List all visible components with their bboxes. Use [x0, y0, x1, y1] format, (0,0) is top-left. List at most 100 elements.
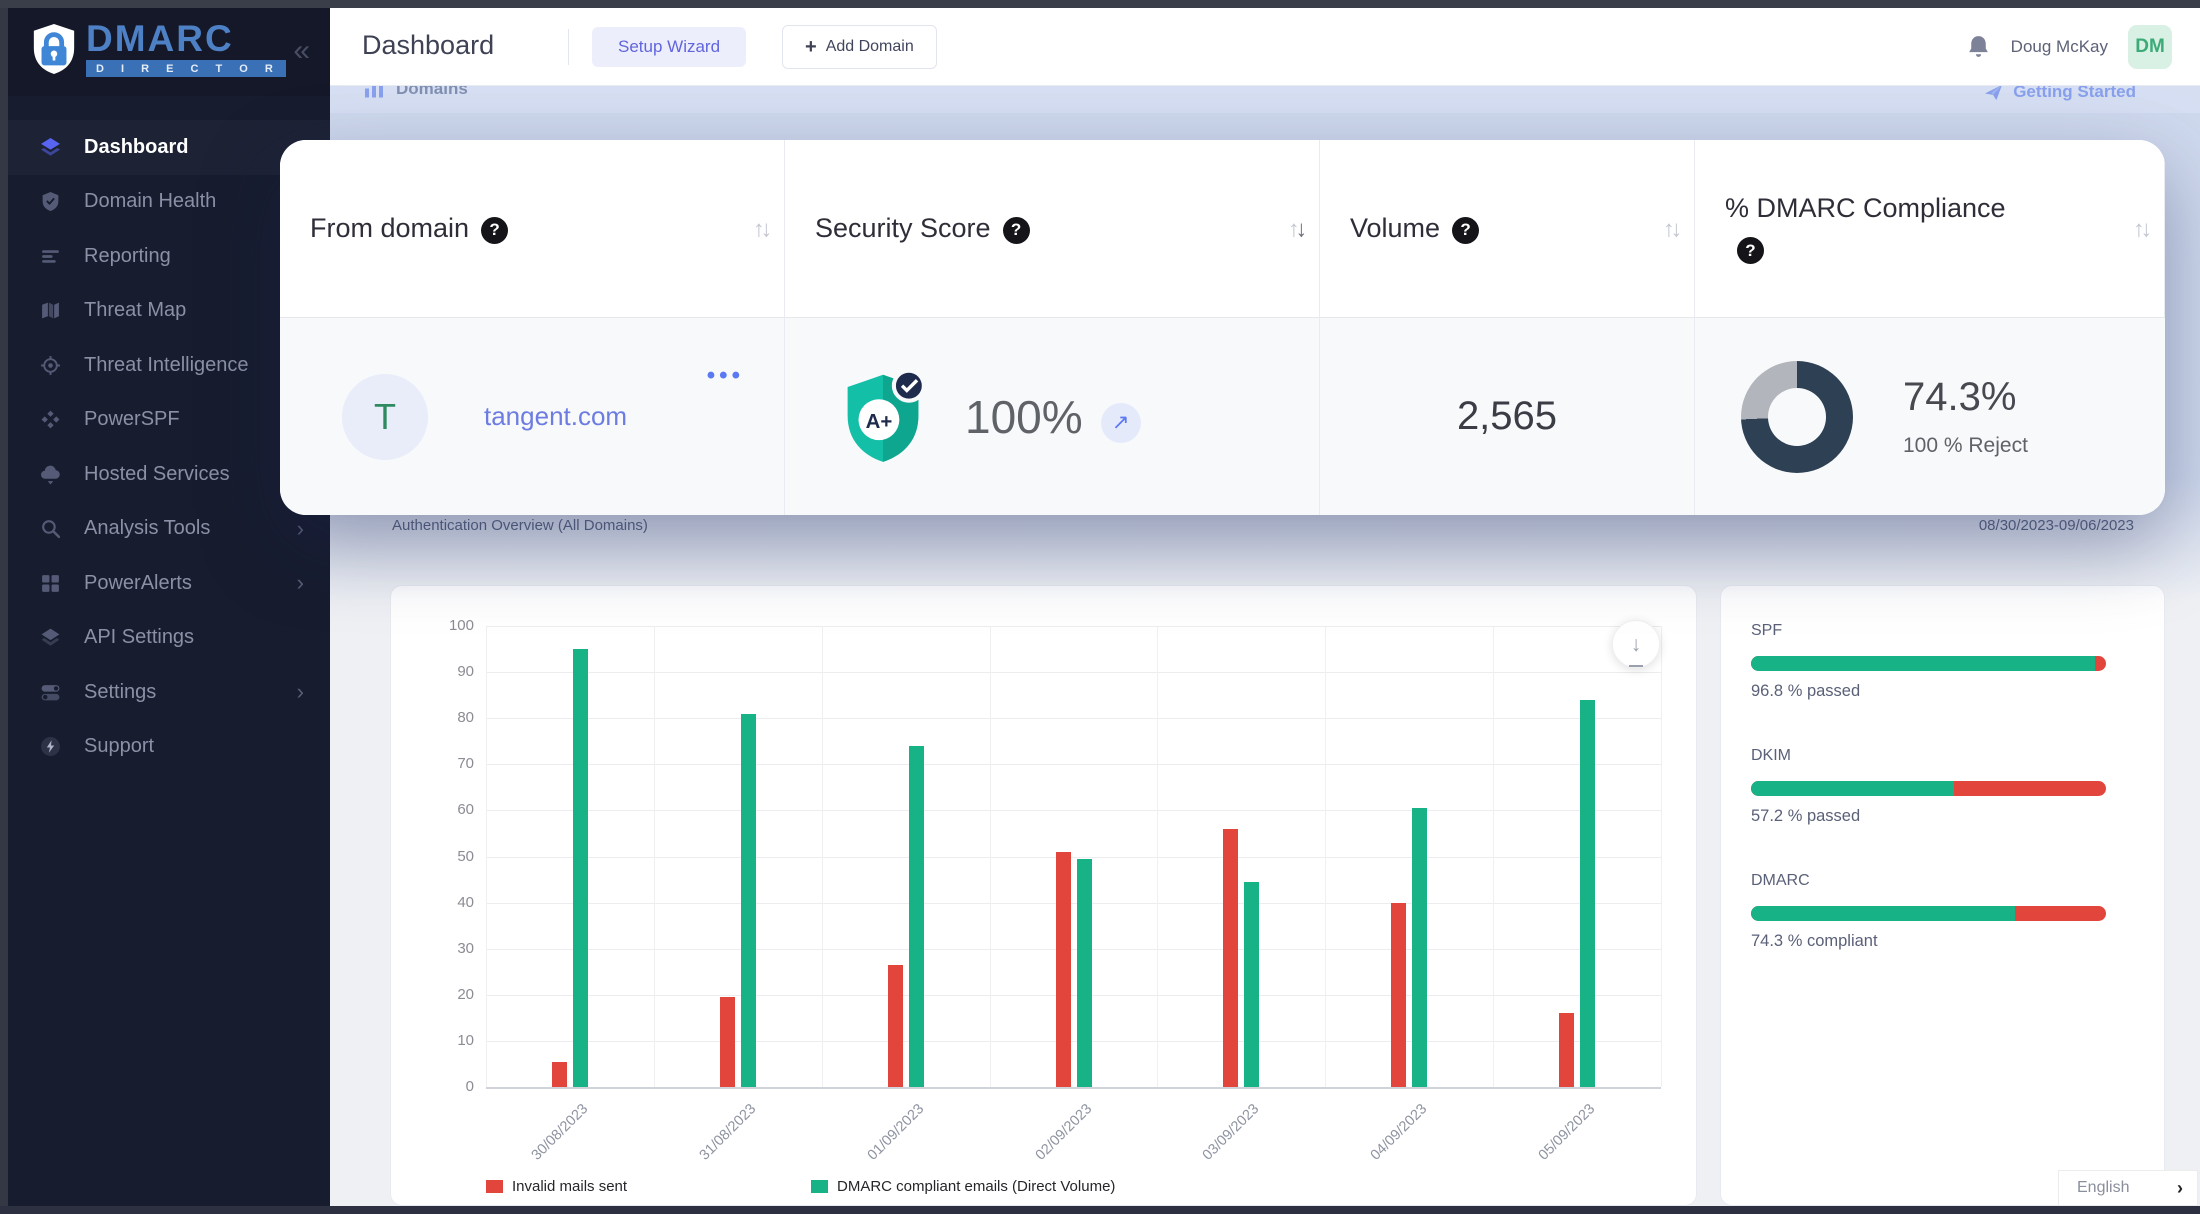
gridline	[1493, 626, 1495, 1087]
sidebar-item-label: Analysis Tools	[84, 517, 211, 540]
sidebar: DMARC D I R E C T O R « Dashboard Domain …	[8, 8, 330, 1206]
plus-icon: +	[805, 35, 817, 58]
metric-progress-bar	[1751, 656, 2106, 671]
gridline	[1325, 626, 1327, 1087]
sort-icon[interactable]: ↑↓	[1288, 215, 1307, 241]
sidebar-item-label: Threat Map	[84, 299, 187, 322]
topbar-divider	[568, 29, 569, 65]
metric-dkim: DKIM 57.2 % passed	[1751, 747, 2134, 826]
user-avatar[interactable]: DM	[2128, 25, 2172, 69]
bar-invalid	[887, 964, 903, 1087]
domain-health-icon	[40, 191, 62, 213]
column-header-from-domain[interactable]: From domain? ↑↓	[280, 140, 785, 318]
sidebar-item-dashboard[interactable]: Dashboard	[8, 120, 330, 175]
sort-icon[interactable]: ↑↓	[2133, 215, 2152, 241]
threat-intelligence-icon	[40, 354, 62, 376]
metric-label: SPF	[1751, 622, 1783, 639]
gridline	[486, 902, 1661, 904]
volume-value: 2,565	[1456, 394, 1558, 438]
api-settings-icon	[40, 627, 62, 649]
x-axis-label: 01/09/2023	[864, 1101, 927, 1164]
row-menu-button[interactable]: •••	[706, 362, 744, 389]
y-axis-label: 20	[457, 985, 474, 1003]
sidebar-item-settings[interactable]: Settings ›	[8, 665, 330, 720]
domain-table-popup: From domain? ↑↓ Security Score? ↑↓ Volume?…	[280, 140, 2165, 515]
metric-progress-bar	[1751, 906, 2106, 921]
help-icon[interactable]: ?	[1737, 236, 1764, 264]
legend-item[interactable]: Invalid mails sent	[486, 1178, 627, 1195]
sidebar-item-label: Threat Intelligence	[84, 353, 249, 376]
user-name[interactable]: Doug McKay	[2010, 37, 2108, 56]
sidebar-item-threat-map[interactable]: Threat Map	[8, 284, 330, 339]
column-label: Volume	[1350, 213, 1441, 244]
domain-link[interactable]: tangent.com	[484, 401, 628, 431]
reporting-icon	[40, 245, 62, 267]
bar-invalid	[1055, 851, 1071, 1087]
svg-text:A+: A+	[866, 410, 893, 432]
sort-icon[interactable]: ↑↓	[753, 215, 772, 241]
bar-chart-plot: 0 10 20 30 40 50 60 70 80 90 100 30/08/2023 31/08/20…	[449, 617, 1662, 1164]
y-axis-label: 100	[448, 617, 474, 634]
chart-download-button[interactable]: ↓	[1612, 620, 1660, 668]
bar-chart-icon	[365, 86, 383, 97]
sidebar-item-label: Support	[84, 735, 155, 758]
page-title: Dashboard	[362, 30, 495, 60]
sidebar-item-poweralerts[interactable]: PowerAlerts ›	[8, 556, 330, 611]
notifications-bell-icon[interactable]	[1966, 34, 1991, 61]
setup-wizard-button[interactable]: Setup Wizard	[592, 27, 747, 67]
rocket-icon	[1985, 86, 2002, 100]
add-domain-button[interactable]: + Add Domain	[782, 25, 937, 69]
language-selector[interactable]: English ›	[2058, 1170, 2198, 1206]
sidebar-collapse-button[interactable]: «	[293, 34, 310, 67]
legend-item[interactable]: DMARC compliant emails (Direct Volume)	[811, 1178, 1115, 1195]
logo: DMARC D I R E C T O R «	[8, 8, 330, 96]
legend-label: Invalid mails sent	[512, 1178, 628, 1195]
gridline	[486, 810, 1661, 812]
metric-value-text: 74.3 % compliant	[1751, 932, 1878, 950]
x-axis-label: 05/09/2023	[1535, 1101, 1599, 1164]
column-header-security-score[interactable]: Security Score? ↑↓	[785, 140, 1320, 318]
column-header-dmarc-compliance[interactable]: % DMARC Compliance? ↑↓	[1695, 140, 2165, 318]
sidebar-item-reporting[interactable]: Reporting	[8, 229, 330, 284]
gridline	[1157, 626, 1159, 1087]
y-axis-label: 40	[457, 893, 474, 911]
sidebar-item-powerspf[interactable]: PowerSPF	[8, 393, 330, 448]
y-axis-label: 60	[457, 801, 474, 819]
getting-started-link[interactable]: Getting Started	[1984, 86, 2136, 102]
sidebar-item-api-settings[interactable]: API Settings	[8, 611, 330, 666]
y-axis-label: 80	[457, 709, 474, 727]
gridline	[486, 1087, 1661, 1089]
help-icon[interactable]: ?	[1452, 216, 1480, 244]
logo-title: DMARC	[86, 18, 234, 59]
sidebar-item-label: Domain Health	[84, 190, 217, 213]
column-header-volume[interactable]: Volume? ↑↓	[1320, 140, 1695, 318]
y-axis-label: 70	[457, 755, 474, 773]
bar-compliant	[908, 745, 924, 1087]
gridline	[486, 626, 1661, 627]
score-trend-button[interactable]: ↗	[1100, 402, 1141, 443]
sidebar-item-domain-health[interactable]: Domain Health	[8, 175, 330, 230]
sidebar-item-label: PowerAlerts	[84, 571, 192, 594]
table-row-volume-cell: 2,565	[1320, 318, 1695, 515]
legend-label: DMARC compliant emails (Direct Volume)	[837, 1178, 1116, 1195]
sidebar-item-analysis-tools[interactable]: Analysis Tools ›	[8, 502, 330, 557]
sidebar-item-hosted-services[interactable]: Hosted Services	[8, 447, 330, 502]
sidebar-item-threat-intelligence[interactable]: Threat Intelligence	[8, 338, 330, 393]
sidebar-item-support[interactable]: Support	[8, 720, 330, 775]
column-label: From domain	[310, 213, 470, 244]
legend-swatch	[811, 1180, 828, 1193]
x-axis-label: 02/09/2023	[1032, 1101, 1095, 1164]
gridline	[486, 948, 1661, 950]
support-icon	[40, 736, 62, 758]
sidebar-item-label: Hosted Services	[84, 462, 230, 485]
metric-progress-bar	[1751, 781, 2106, 796]
gridline	[486, 672, 1661, 674]
bar-invalid	[551, 1061, 567, 1087]
domains-section-label: Domains	[396, 86, 468, 98]
compliance-note: 100 % Reject	[1903, 434, 2028, 457]
help-icon[interactable]: ?	[1002, 216, 1030, 244]
sort-icon[interactable]: ↑↓	[1663, 215, 1682, 241]
sidebar-menu: Dashboard Domain Health Reporting Threat Ma…	[8, 120, 330, 774]
help-icon[interactable]: ?	[481, 216, 509, 244]
hosted-services-icon	[40, 463, 62, 485]
